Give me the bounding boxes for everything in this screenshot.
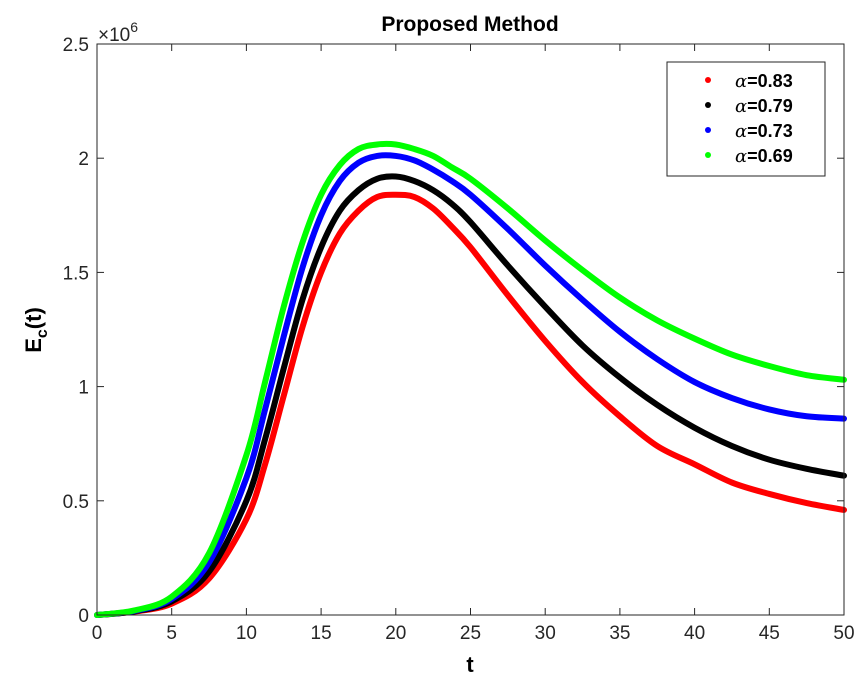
series-line-3: [94, 152, 847, 618]
legend-label-3: α=0.73: [735, 121, 793, 142]
y-axis-exponent: ×106: [98, 19, 138, 46]
legend-items: α=0.83 α=0.79 α=0.73 α=0.69: [705, 71, 793, 167]
x-tick-label: 25: [460, 623, 481, 644]
y-axis-label: Ec(t): [21, 307, 51, 353]
y-tick-label: 0.5: [63, 492, 89, 513]
x-tick-label: 35: [609, 623, 630, 644]
y-tick-label: 0: [78, 606, 89, 627]
series-line-4: [94, 140, 847, 618]
legend-marker-2: [705, 102, 711, 108]
series-layer: [94, 140, 847, 618]
legend-label-4: α=0.69: [735, 146, 793, 167]
legend-marker-4: [705, 152, 711, 158]
legend-box: [666, 61, 826, 177]
y-tick-label: 1.5: [63, 263, 89, 284]
legend-label-1: α=0.83: [735, 71, 793, 92]
x-tick-label: 5: [166, 623, 177, 644]
x-tick-label: 10: [236, 623, 257, 644]
x-axis-ticks: 0 5 10 15 20 25 30 35 40 45 50: [92, 44, 855, 644]
legend-label-2: α=0.79: [735, 96, 793, 117]
series-line-1: [94, 191, 847, 618]
x-tick-label: 30: [535, 623, 556, 644]
chart-title: Proposed Method: [381, 13, 558, 36]
legend-marker-3: [705, 127, 711, 133]
legend-marker-1: [705, 77, 711, 83]
y-tick-label: 1: [78, 378, 89, 399]
x-axis-label: t: [466, 652, 474, 677]
y-tick-label: 2.5: [63, 35, 89, 56]
x-tick-label: 0: [92, 623, 103, 644]
x-tick-label: 45: [759, 623, 780, 644]
x-tick-label: 20: [385, 623, 406, 644]
x-tick-label: 50: [833, 623, 854, 644]
exponent-power: 6: [130, 19, 138, 35]
y-label-main: E: [21, 338, 46, 353]
y-tick-label: 2: [78, 149, 89, 170]
series-line-2: [94, 173, 847, 618]
y-label-tail: (t): [21, 307, 46, 329]
x-tick-label: 40: [684, 623, 705, 644]
x-tick-label: 15: [311, 623, 332, 644]
legend: α=0.83 α=0.79 α=0.73 α=0.69: [666, 61, 826, 177]
exponent-base: ×10: [98, 25, 130, 46]
y-axis-ticks: 0 0.5 1 1.5 2 2.5: [63, 35, 844, 627]
y-label-subscript: c: [34, 329, 51, 338]
